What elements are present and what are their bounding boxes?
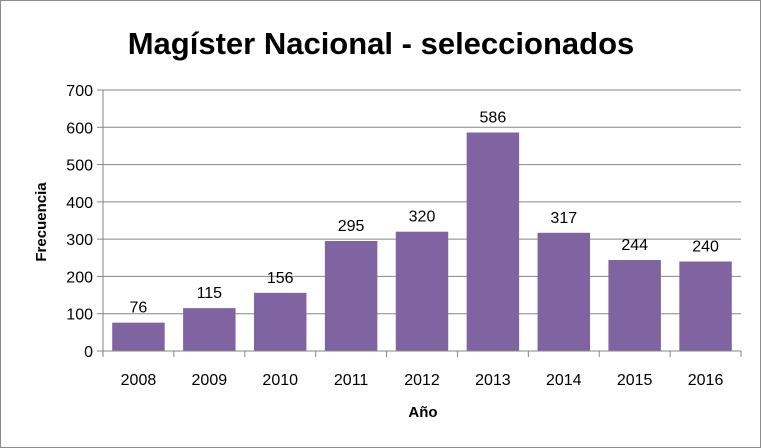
chart-title: Magíster Nacional - seleccionados <box>128 26 635 61</box>
y-tick-label: 100 <box>66 307 93 324</box>
bar-2015 <box>608 260 661 351</box>
bars <box>112 132 732 351</box>
data-labels: 76 115 156 295 320 586 317 244 240 <box>130 110 719 317</box>
bar-2010 <box>253 292 307 351</box>
x-tick-label-2014: 2014 <box>546 372 582 389</box>
bar-2009 <box>183 308 236 351</box>
y-tick-label: 400 <box>66 195 93 212</box>
data-label-2008: 76 <box>130 300 148 317</box>
bar-2008 <box>112 322 165 351</box>
x-tick-label-2015: 2015 <box>617 372 653 389</box>
x-tick-label-2010: 2010 <box>262 372 298 389</box>
y-tick-label: 500 <box>66 158 93 175</box>
x-tick-label-2012: 2012 <box>404 372 440 389</box>
x-tick-label-2009: 2009 <box>192 372 228 389</box>
data-label-2009: 115 <box>197 285 223 302</box>
x-tick-label-2011: 2011 <box>334 372 369 389</box>
data-label-2011: 295 <box>338 218 365 235</box>
x-tick-label-2016: 2016 <box>688 372 724 389</box>
data-label-2015: 244 <box>621 237 648 254</box>
data-label-2012: 320 <box>409 209 436 226</box>
x-tick-label-2013: 2013 <box>475 372 511 389</box>
data-label-2016: 240 <box>692 239 719 256</box>
bar-2014 <box>537 232 591 351</box>
bar-2011 <box>324 241 378 351</box>
y-tick-label: 300 <box>66 232 93 249</box>
y-tick-label: 0 <box>84 344 93 361</box>
x-tick-label-2008: 2008 <box>121 372 157 389</box>
y-tick-label: 700 <box>66 83 93 100</box>
bar-2016 <box>679 261 732 351</box>
x-tick-labels: 2008 2009 2010 2011 2012 2013 2014 2015 2016 <box>121 372 724 389</box>
x-axis-label: Año <box>408 404 437 421</box>
y-axis-label: Frecuencia <box>33 182 50 262</box>
data-label-2013: 586 <box>480 110 507 127</box>
y-tick-label: 200 <box>66 269 93 286</box>
bar-2012 <box>395 231 449 351</box>
data-label-2010: 156 <box>267 270 294 287</box>
data-label-2014: 317 <box>550 210 577 227</box>
y-tick-label: 600 <box>66 120 93 137</box>
bar-2013 <box>466 132 520 351</box>
y-tick-labels: 0 100 200 300 400 500 600 700 <box>66 83 93 361</box>
